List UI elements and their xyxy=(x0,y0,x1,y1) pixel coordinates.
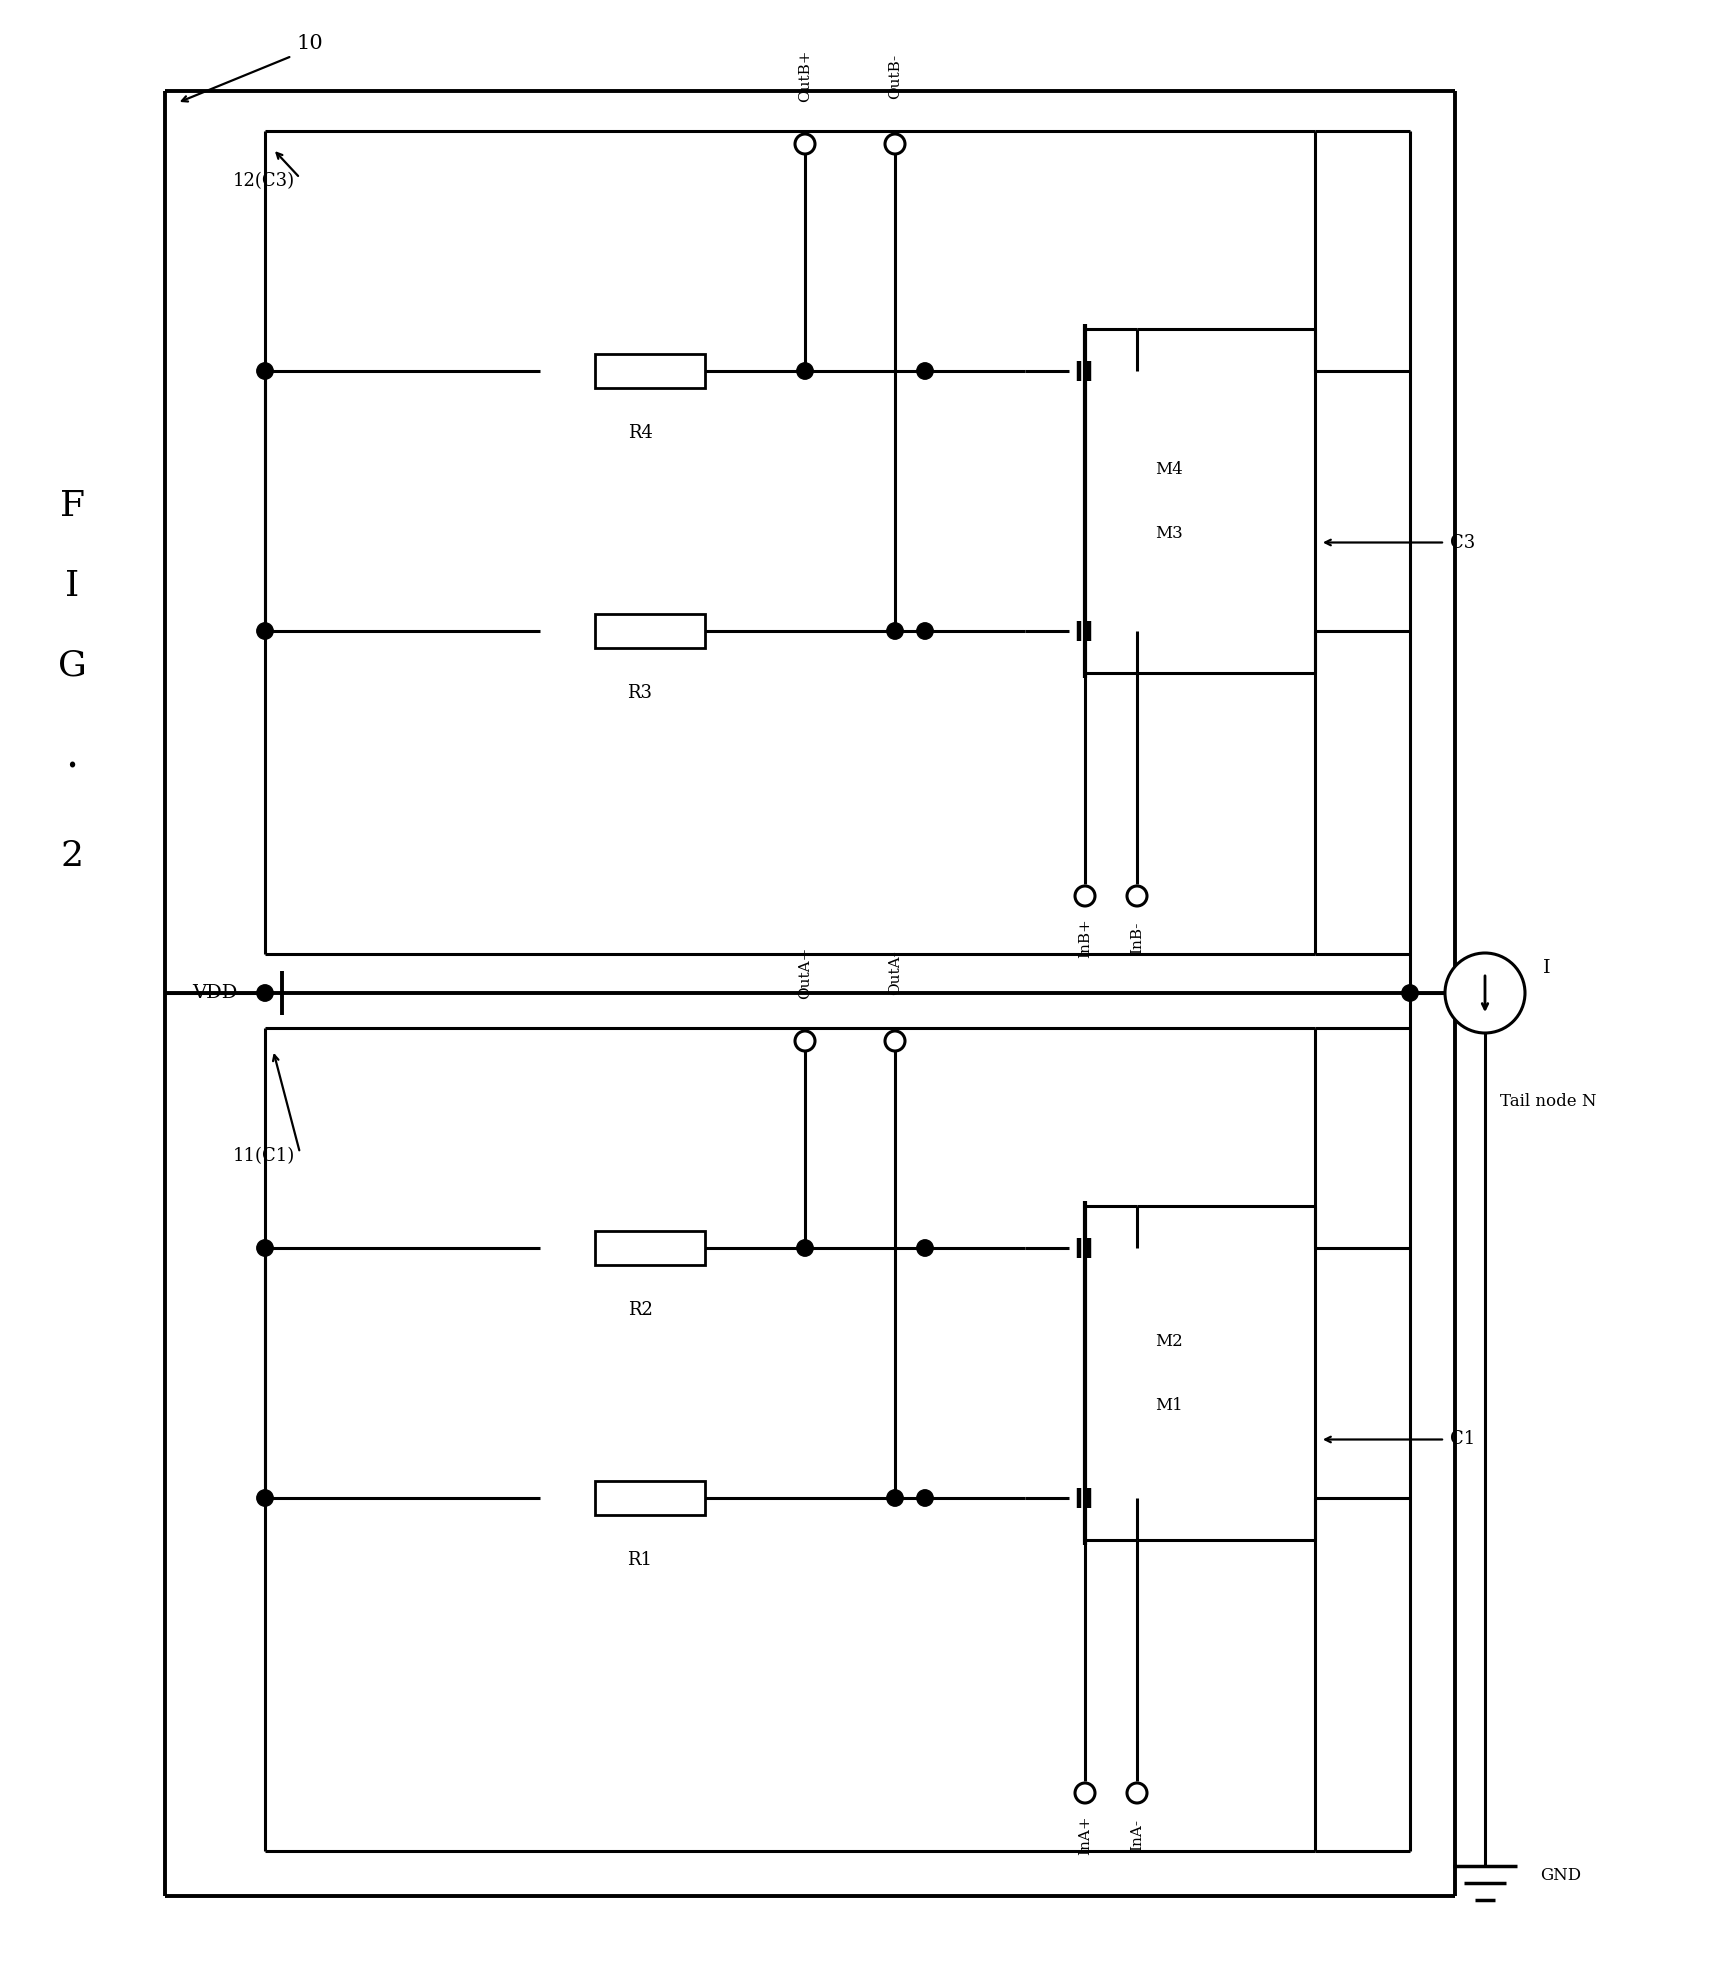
Circle shape xyxy=(1075,1783,1094,1803)
Text: M1: M1 xyxy=(1155,1396,1182,1414)
Text: 11(C1): 11(C1) xyxy=(233,1148,295,1166)
Text: 12(C3): 12(C3) xyxy=(233,173,295,191)
Circle shape xyxy=(887,624,903,639)
Text: 10: 10 xyxy=(297,34,323,54)
Text: C3: C3 xyxy=(1450,534,1476,552)
Circle shape xyxy=(257,363,273,379)
Text: Tail node N: Tail node N xyxy=(1500,1092,1597,1110)
Circle shape xyxy=(917,1239,934,1257)
Text: R4: R4 xyxy=(628,423,652,443)
Text: M3: M3 xyxy=(1155,524,1182,542)
Circle shape xyxy=(797,363,813,379)
Bar xyxy=(595,1231,704,1265)
Text: G: G xyxy=(57,649,86,683)
Text: OutB+: OutB+ xyxy=(797,50,811,101)
Circle shape xyxy=(796,133,815,155)
Circle shape xyxy=(887,1490,903,1505)
Text: .: . xyxy=(66,735,79,777)
Text: VDD: VDD xyxy=(193,983,238,1003)
Circle shape xyxy=(1127,1783,1148,1803)
Circle shape xyxy=(917,624,934,639)
Bar xyxy=(595,614,704,647)
Circle shape xyxy=(917,363,934,379)
Bar xyxy=(595,1482,704,1515)
Text: OutA-: OutA- xyxy=(887,951,903,995)
Text: InA+: InA+ xyxy=(1079,1815,1093,1855)
Text: InB+: InB+ xyxy=(1079,918,1093,957)
Circle shape xyxy=(796,1031,815,1051)
Text: M4: M4 xyxy=(1155,461,1182,477)
Circle shape xyxy=(885,1031,904,1051)
Text: I: I xyxy=(66,570,79,604)
Circle shape xyxy=(1445,953,1526,1033)
Circle shape xyxy=(1075,886,1094,906)
Circle shape xyxy=(257,1490,273,1505)
Circle shape xyxy=(917,1490,934,1505)
Text: R1: R1 xyxy=(628,1551,652,1569)
Text: F: F xyxy=(59,489,85,522)
Text: R3: R3 xyxy=(628,683,652,701)
Text: I: I xyxy=(1543,959,1550,977)
Circle shape xyxy=(1402,985,1419,1001)
Circle shape xyxy=(1127,886,1148,906)
Circle shape xyxy=(257,985,273,1001)
Text: C1: C1 xyxy=(1450,1430,1476,1448)
Text: M2: M2 xyxy=(1155,1333,1182,1350)
Text: 2: 2 xyxy=(60,838,83,874)
Circle shape xyxy=(885,133,904,155)
Circle shape xyxy=(257,1239,273,1257)
Text: OutB-: OutB- xyxy=(887,54,903,99)
Circle shape xyxy=(797,1239,813,1257)
Circle shape xyxy=(257,624,273,639)
Text: GND: GND xyxy=(1540,1867,1581,1885)
Text: InA-: InA- xyxy=(1131,1819,1144,1851)
Text: OutA+: OutA+ xyxy=(797,947,811,999)
Text: R2: R2 xyxy=(628,1301,652,1319)
Bar xyxy=(595,354,704,387)
Text: InB-: InB- xyxy=(1131,922,1144,953)
